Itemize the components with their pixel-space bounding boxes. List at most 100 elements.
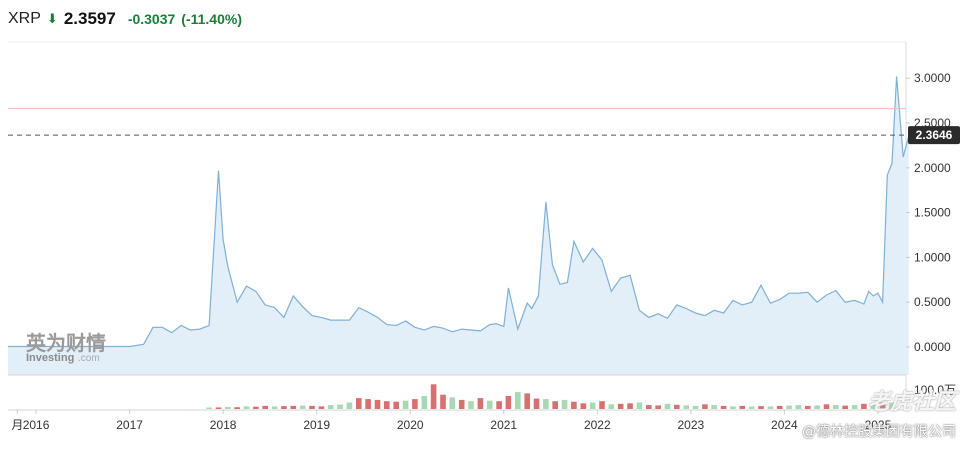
watermark-brand-en: Investing (26, 352, 74, 364)
volume-bar (599, 401, 605, 409)
volume-bar (543, 399, 549, 409)
volume-bar (402, 400, 409, 409)
x-tick-label: 2024 (771, 418, 798, 432)
volume-bar (730, 406, 736, 409)
y-tick-label: 0.0000 (914, 340, 951, 354)
investing-watermark: 英为财情 Investing .com (26, 331, 106, 364)
volume-bars (206, 384, 895, 409)
volume-bar (468, 401, 474, 409)
volume-bar (337, 404, 343, 409)
volume-bar (384, 401, 390, 409)
price-area-group (8, 76, 910, 376)
volume-bar (281, 406, 287, 409)
y-tick-label: 0.5000 (914, 295, 951, 309)
volume-bar (243, 406, 250, 409)
volume-bar (505, 396, 512, 409)
price-header: XRP ⬇ 2.3597 -0.3037 (-11.40%) (8, 8, 242, 30)
x-tick-label: 2025 (865, 418, 892, 432)
x-tick-label: 2016 (23, 418, 50, 432)
volume-bar (327, 405, 334, 409)
volume-bar (664, 403, 671, 409)
volume-bar (608, 404, 615, 409)
price-area-fill (8, 76, 909, 376)
y-axis-ticks: 3.00002.50002.00001.50001.00000.50000.00… (906, 71, 951, 354)
volume-bar (720, 405, 727, 409)
current-price-tag-text: 2.3646 (916, 128, 953, 142)
volume-bar (477, 398, 484, 409)
x-tick-label: 2019 (303, 418, 330, 432)
community-watermark: 老虎社区 (867, 390, 956, 415)
reference-lines (8, 108, 906, 136)
x-axis-ticks: 月 2016 2017 2018 2019 2020 2021 2022 2023 2024 202… (11, 410, 892, 432)
volume-bar (786, 405, 792, 409)
volume-bar (702, 404, 708, 409)
volume-bar (515, 392, 521, 409)
volume-bar (262, 405, 268, 409)
volume-bar (561, 399, 568, 409)
volume-bar (580, 403, 587, 409)
volume-bar (440, 394, 446, 409)
volume-bar (571, 401, 577, 409)
volume-bar (309, 405, 315, 409)
volume-bar (767, 406, 774, 409)
current-price-tag-bg (908, 126, 960, 145)
volume-bar (318, 406, 325, 409)
y-tick-label: 1.5000 (914, 206, 951, 220)
y-tick-label: 2.0000 (914, 161, 951, 175)
volume-bar (290, 405, 297, 409)
volume-bar (206, 407, 212, 409)
volume-bar (627, 403, 633, 409)
company-watermark: @德林控股集团有限公司 (802, 424, 956, 440)
volume-bar (758, 406, 764, 409)
volume-bar (683, 405, 689, 409)
volume-bar (225, 406, 231, 409)
volume-bar (879, 402, 886, 409)
x-tick-label: 月 (11, 418, 23, 432)
x-tick-label: 2018 (210, 418, 237, 432)
x-tick-label: 2022 (584, 418, 611, 432)
volume-bar (393, 401, 399, 409)
volume-bar (589, 402, 596, 409)
volume-bar (458, 399, 465, 409)
price-line (8, 76, 910, 348)
volume-bar (692, 405, 699, 409)
volume-bar (823, 404, 830, 409)
volume-bar (805, 405, 811, 409)
volume-bar (234, 407, 240, 409)
price-change-percent: (-11.40%) (181, 11, 242, 27)
volume-bar (655, 405, 661, 409)
volume-bar (346, 402, 353, 409)
volume-bar (795, 405, 802, 409)
y-tick-label: 1.0000 (914, 250, 951, 264)
volume-bar (253, 406, 259, 409)
volume-bar (486, 400, 493, 409)
x-tick-label: 2023 (678, 418, 705, 432)
volume-bar (365, 399, 371, 409)
watermark-brand-suffix: .com (78, 353, 100, 364)
volume-bar (617, 403, 624, 409)
volume-bar (833, 405, 839, 409)
volume-axis-label: 100.0万 (914, 383, 956, 397)
volume-bar (889, 402, 895, 409)
volume-bar (215, 407, 222, 409)
down-arrow-icon: ⬇ (46, 11, 58, 26)
volume-bar (356, 398, 362, 409)
volume-bar (524, 393, 530, 409)
x-tick-label: 2017 (116, 418, 143, 432)
volume-bar (739, 405, 746, 409)
volume-bar (430, 384, 437, 409)
volume-bar (421, 396, 428, 409)
watermark-brand-cn: 英为财情 (26, 331, 106, 355)
current-price-tag: 2.3646 (908, 126, 960, 145)
volume-bar (449, 397, 456, 409)
x-tick-label: 2020 (397, 418, 424, 432)
volume-bar (842, 405, 848, 409)
volume-bar (496, 401, 502, 409)
volume-bar (870, 403, 877, 409)
volume-bar (299, 405, 306, 409)
volume-bar (374, 399, 381, 409)
volume-bar (552, 401, 558, 409)
volume-bar (861, 403, 867, 409)
x-tick-label: 2021 (490, 418, 517, 432)
